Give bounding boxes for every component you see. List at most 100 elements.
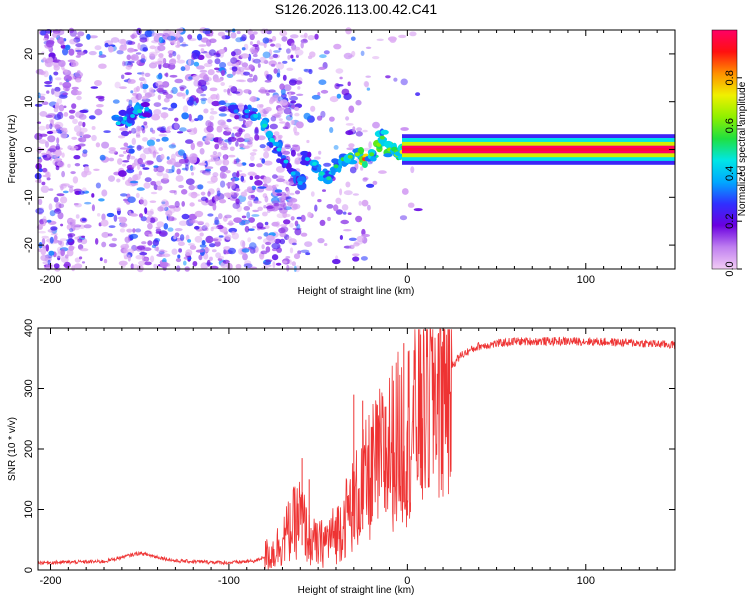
noise-speck	[305, 252, 311, 256]
noise-speck	[355, 99, 362, 106]
noise-speck	[98, 63, 107, 69]
noise-speck	[249, 175, 254, 180]
noise-speck	[169, 74, 178, 78]
noise-speck	[101, 141, 110, 149]
noise-speck	[139, 252, 148, 256]
noise-speck	[145, 216, 151, 223]
noise-speck	[264, 195, 269, 203]
noise-speck	[74, 163, 81, 167]
noise-speck	[236, 30, 241, 35]
noise-speck	[67, 163, 71, 168]
noise-speck	[314, 33, 319, 40]
noise-speck	[273, 50, 281, 53]
spectral-ridge-point	[330, 167, 336, 176]
noise-speck	[157, 94, 162, 101]
noise-speck	[343, 190, 353, 196]
noise-speck	[54, 124, 61, 130]
noise-speck	[77, 238, 83, 243]
noise-speck	[204, 227, 209, 231]
noise-speck	[67, 185, 74, 189]
noise-speck	[176, 39, 181, 48]
noise-speck	[264, 28, 269, 34]
noise-speck	[95, 238, 99, 245]
noise-speck	[214, 240, 221, 247]
noise-speck	[274, 184, 279, 187]
noise-speck	[63, 112, 69, 117]
noise-speck	[196, 220, 205, 225]
noise-speck	[249, 242, 257, 250]
noise-speck	[329, 127, 334, 133]
noise-speck	[231, 231, 236, 236]
noise-speck	[286, 188, 291, 195]
noise-speck	[63, 261, 71, 269]
noise-speck	[166, 156, 170, 160]
noise-speck	[210, 238, 219, 242]
spectral-ridge-point	[140, 101, 150, 108]
noise-speck	[246, 186, 253, 193]
noise-speck	[140, 58, 146, 63]
noise-speck	[268, 89, 276, 93]
noise-speck	[323, 162, 332, 167]
noise-speck	[119, 217, 127, 224]
colorbar-tick-label: 0.8	[724, 70, 736, 85]
noise-speck	[167, 215, 172, 222]
noise-speck	[188, 76, 193, 80]
spectral-ridge-point	[307, 151, 312, 158]
noise-speck	[335, 197, 342, 204]
noise-speck	[253, 74, 258, 82]
noise-speck	[38, 139, 47, 144]
noise-speck	[95, 142, 101, 148]
noise-speck	[126, 228, 133, 233]
noise-speck	[108, 147, 116, 151]
noise-speck	[126, 54, 132, 61]
noise-speck	[289, 222, 294, 228]
noise-speck	[211, 249, 217, 253]
noise-speck	[294, 228, 302, 236]
noise-speck	[189, 245, 197, 250]
noise-speck	[363, 80, 369, 87]
noise-speck	[348, 143, 355, 148]
noise-speck	[198, 44, 207, 47]
spectral-ridge-point	[300, 160, 310, 166]
noise-speck	[290, 119, 295, 126]
noise-speck	[345, 181, 351, 188]
noise-speck	[47, 135, 56, 143]
noise-speck	[122, 160, 130, 163]
spectral-ridge-peak	[297, 181, 303, 185]
noise-speck	[252, 225, 257, 229]
noise-speck	[97, 213, 101, 217]
noise-speck	[185, 139, 194, 144]
noise-speck	[161, 107, 168, 110]
noise-speck	[120, 193, 128, 197]
spectral-ridge-peak	[312, 161, 318, 166]
noise-speck	[280, 88, 286, 96]
noise-speck	[155, 180, 162, 186]
noise-speck	[81, 218, 87, 222]
noise-speck	[123, 150, 127, 154]
noise-speck	[132, 264, 139, 269]
noise-speck	[74, 263, 83, 269]
noise-speck	[128, 212, 137, 217]
snr-y-tick-label: 0	[23, 567, 35, 573]
noise-speck	[63, 105, 67, 109]
spectral-ridge-point	[268, 142, 274, 148]
noise-speck	[220, 180, 226, 188]
noise-speck	[94, 80, 102, 86]
noise-speck	[271, 63, 276, 67]
noise-speck	[332, 258, 341, 265]
noise-speck	[122, 163, 127, 167]
noise-speck	[193, 61, 200, 67]
noise-speck	[266, 93, 270, 96]
noise-speck	[149, 51, 158, 57]
noise-speck	[223, 142, 228, 149]
noise-speck	[188, 58, 192, 66]
noise-speck	[127, 79, 136, 84]
noise-speck	[385, 75, 391, 79]
noise-speck	[415, 92, 421, 96]
noise-speck	[264, 225, 270, 229]
noise-speck	[169, 190, 177, 194]
noise-speck	[78, 190, 85, 195]
noise-speck	[214, 67, 220, 71]
noise-speck	[183, 152, 187, 160]
noise-speck	[241, 62, 249, 68]
